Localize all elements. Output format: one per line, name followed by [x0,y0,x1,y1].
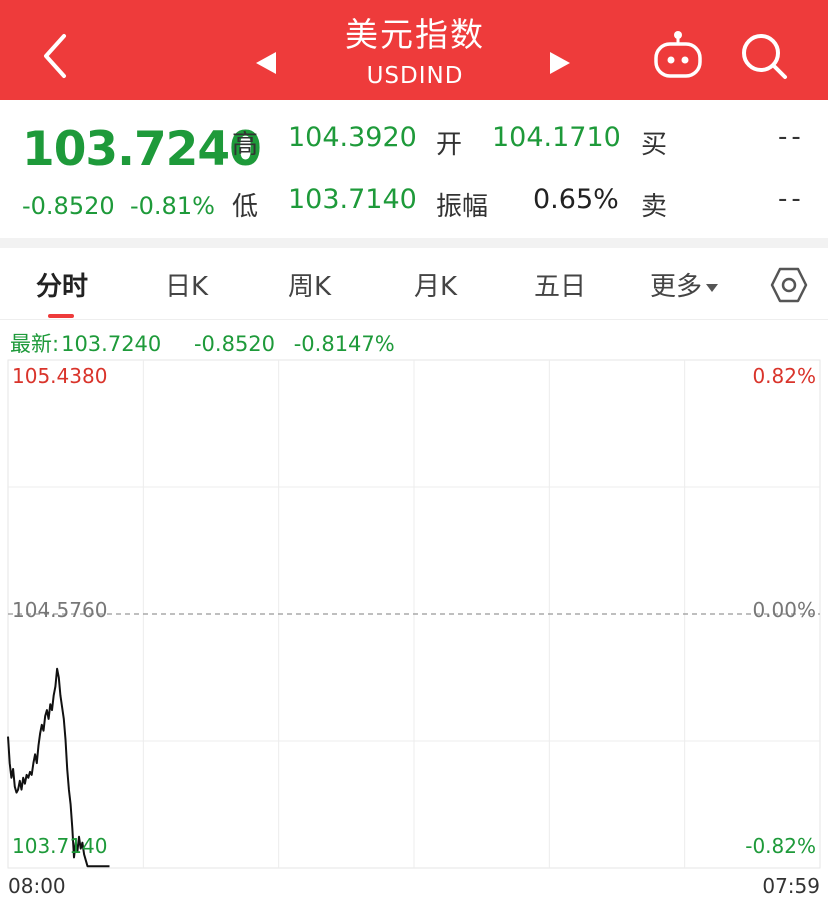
y-max-label: 105.4380 [12,364,108,388]
y-min-label: 103.7140 [12,834,108,858]
prev-triangle-icon[interactable] [256,52,276,74]
sell-label: 卖 [641,192,668,222]
page-subtitle: USDIND [366,63,464,89]
section-divider [0,238,828,248]
active-tab-indicator [48,314,74,318]
latest-change-pct: -0.8147% [293,332,395,356]
intraday-chart[interactable]: 105.4380 0.82% 104.5760 0.00% 103.7140 -… [0,358,828,910]
robot-icon[interactable] [650,30,706,80]
tab-more[interactable]: 更多 [650,266,719,303]
tab-five-day[interactable]: 五日 [534,272,587,302]
y-mid-label: 104.5760 [12,598,108,622]
page-title: 美元指数 [345,15,485,54]
chevron-down-icon [706,283,719,292]
last-price: 103.7240 [22,122,262,177]
price-change-pct: -0.81% [130,192,215,220]
latest-prefix-text: 最新: [10,332,60,356]
latest-readout: 最新:103.7240 -0.8520 -0.8147% [10,328,407,358]
chart-canvas [7,359,821,869]
price-line [7,667,110,868]
next-triangle-icon[interactable] [550,52,570,74]
pct-mid-label: 0.00% [752,598,816,622]
top-bar: 美元指数 USDIND [0,0,828,100]
chart-tabs: 分时 日K 周K 月K 五日 更多 [0,248,828,320]
buy-value: -- [778,122,805,152]
x-end-label: 07:59 [762,874,820,898]
high-label: 高 [232,130,259,160]
tab-weekly-k[interactable]: 周K [288,272,332,302]
tab-daily-k[interactable]: 日K [165,272,209,302]
amplitude-value: 0.65% [533,184,619,215]
latest-change: -0.8520 [193,332,276,356]
low-value: 103.7140 [288,184,417,215]
latest-prefix: 最新:103.7240 [10,332,173,356]
pct-min-label: -0.82% [745,834,816,858]
low-label: 低 [232,192,259,222]
open-label: 开 [436,130,463,160]
settings-hexagon-icon[interactable] [770,266,808,304]
tab-intraday[interactable]: 分时 [36,272,89,302]
latest-price: 103.7240 [61,332,162,356]
back-chevron-icon[interactable] [28,28,84,84]
tab-monthly-k[interactable]: 月K [414,272,458,302]
amplitude-label: 振幅 [436,192,489,222]
sell-value: -- [778,184,805,214]
tab-more-label: 更多 [650,272,703,302]
buy-label: 买 [641,130,668,160]
open-value: 104.1710 [492,122,621,153]
quote-panel: 103.7240 -0.8520 -0.81% 高 104.3920 开 104… [0,100,828,240]
pct-max-label: 0.82% [752,364,816,388]
high-value: 104.3920 [288,122,417,153]
x-start-label: 08:00 [8,874,66,898]
search-icon[interactable] [738,30,790,82]
price-change: -0.8520 [22,192,115,220]
title-switcher: 美元指数 USDIND [250,12,580,92]
